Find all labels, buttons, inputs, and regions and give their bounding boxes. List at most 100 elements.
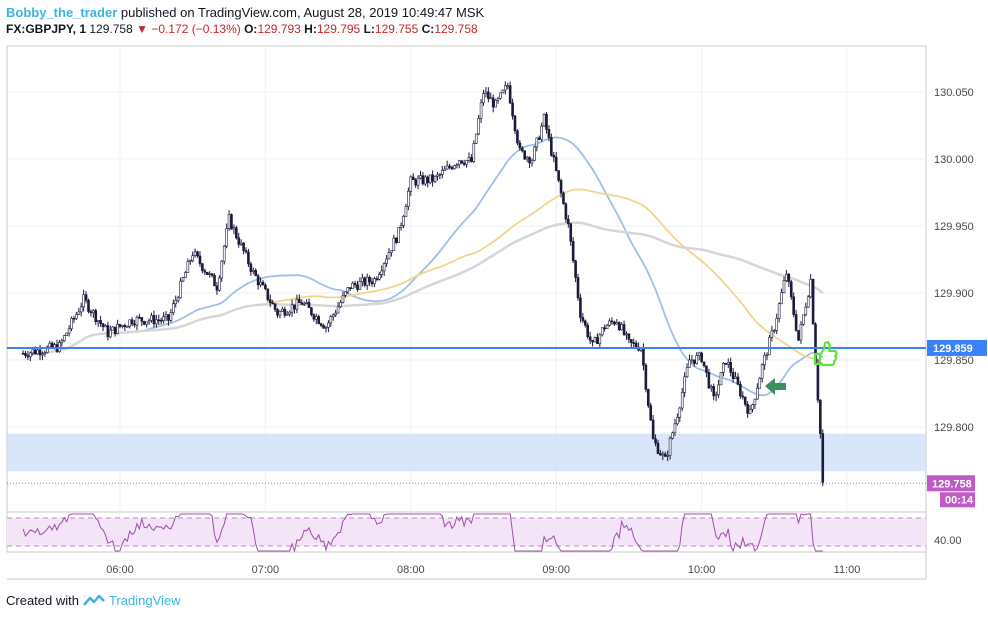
y-tick-label: 130.050 (934, 87, 974, 99)
candle-down (576, 277, 580, 299)
candle-down (254, 269, 258, 277)
candle-down (712, 386, 716, 397)
created-with-text: Created with (6, 593, 79, 608)
candle-down (518, 142, 522, 149)
candle-up (116, 323, 119, 334)
candle-up (327, 322, 330, 328)
candle-down (247, 251, 250, 265)
candle-down (235, 227, 238, 239)
tradingview-link[interactable]: TradingView (108, 593, 181, 608)
candle-down (87, 300, 90, 312)
candle-down (792, 296, 795, 315)
candle-up (775, 318, 779, 331)
candle-down (736, 376, 740, 385)
candle-down (552, 154, 556, 158)
candle-up (533, 146, 536, 161)
candle-down (414, 179, 417, 186)
candle-down (702, 361, 706, 367)
candle-down (89, 311, 93, 314)
candle-up (433, 176, 437, 182)
candle-down (310, 307, 313, 316)
publish-info: Bobby_the_trader published on TradingVie… (6, 5, 484, 20)
candle-up (695, 355, 699, 364)
candle-up (678, 407, 682, 418)
candle-up (65, 332, 68, 336)
candle-down (205, 271, 209, 276)
candle-up (29, 352, 32, 358)
countdown-tag (940, 492, 975, 508)
candle-down (283, 308, 287, 316)
candle-up (763, 355, 766, 366)
candle-up (722, 363, 725, 373)
candle-up (334, 312, 337, 316)
candle-down (26, 355, 30, 358)
author-name[interactable]: Bobby_the_trader (6, 5, 118, 20)
level-line[interactable]: 129.859 129.758 00:14 (7, 339, 987, 508)
tradingview-logo-icon (83, 594, 105, 606)
candle-down (545, 113, 548, 130)
candle-down (142, 321, 146, 325)
candle-up (373, 278, 376, 285)
candle-down (264, 284, 267, 290)
x-tick-label: 08:00 (397, 564, 425, 576)
candle-down (133, 323, 136, 326)
candle-up (162, 316, 165, 322)
candle-up (155, 319, 158, 325)
support-zone-rect (7, 433, 926, 472)
candle-down (33, 349, 37, 355)
candle-up (758, 377, 762, 389)
candle-down (123, 324, 127, 328)
candle-up (455, 164, 459, 167)
candle-up (222, 245, 226, 262)
candle-up (780, 292, 783, 304)
candle-up (680, 392, 684, 409)
candle-up (683, 376, 686, 393)
x-tick-label: 11:00 (834, 564, 861, 576)
candle-up (218, 277, 221, 291)
candle-up (169, 312, 173, 321)
candle-up (188, 260, 192, 262)
candle-up (43, 352, 47, 355)
candle-up (424, 176, 427, 185)
candle-up (75, 313, 78, 319)
footer: Created with TradingView (6, 593, 181, 608)
candle-up (673, 423, 677, 434)
candle-up (756, 387, 759, 400)
support-zone (7, 433, 926, 472)
candle-down (729, 362, 732, 373)
candle-up (615, 322, 619, 325)
candle-down (644, 364, 648, 390)
candle-up (358, 281, 362, 290)
candle-up (768, 337, 771, 356)
candle-down (811, 279, 815, 325)
y-tick-label: 129.950 (934, 221, 974, 233)
candle-up (150, 315, 153, 321)
symbol-label[interactable]: FX:GBPJPY, 1 (6, 22, 87, 36)
candle-up (666, 455, 669, 457)
candle-up (147, 320, 151, 323)
candle-down (487, 91, 490, 99)
candle-up (382, 263, 386, 272)
low-label: L: (363, 22, 375, 36)
candle-up (62, 335, 66, 342)
candle-up (477, 118, 480, 135)
candle-up (804, 306, 808, 316)
candle-up (479, 102, 483, 119)
candle-down (230, 214, 233, 230)
candle-up (184, 272, 187, 279)
level-price-tag[interactable] (927, 339, 987, 356)
candle-up (600, 327, 604, 336)
candle-up (506, 85, 510, 87)
last-price: 129.758 (89, 22, 133, 36)
rsi-line (22, 513, 823, 553)
candle-down (356, 284, 359, 290)
candle-down (99, 320, 102, 324)
candle-down (203, 270, 207, 273)
candle-down (152, 315, 156, 325)
candle-down (72, 317, 76, 320)
candle-down (646, 389, 650, 406)
candle-down (559, 180, 563, 194)
candle-down (789, 281, 793, 298)
candle-up (302, 303, 306, 305)
